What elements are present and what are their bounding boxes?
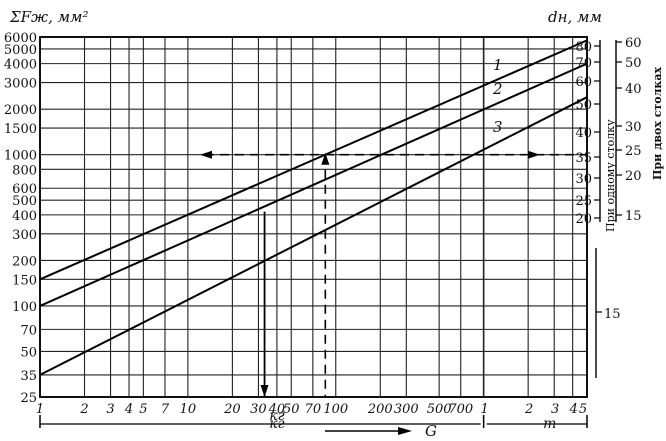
series-label-1: 1 [493, 56, 503, 74]
arrow-left-icon [200, 150, 212, 159]
x-kg-tick-label: 7 [161, 402, 170, 417]
x-kg-tick-label: 200 [367, 402, 393, 417]
x-kg-tick-label: 70 [305, 402, 322, 417]
right-one-rack-tick-label: 80 [575, 40, 592, 55]
right-two-racks-tick-label: 25 [625, 144, 642, 159]
x-kg-tick-label: 1 [36, 402, 44, 417]
right-one-rack-tick-label: 20 [575, 212, 592, 227]
plot-frame [39, 36, 588, 398]
y-tick-label: 4000 [4, 58, 37, 73]
x-kg-tick-label: 3 [106, 402, 114, 417]
x-axis-g-label: G [425, 422, 437, 440]
right-axis-title: dн, мм [548, 8, 602, 26]
y-tick-label: 6000 [4, 31, 37, 46]
right-two-racks-tick-label: 60 [625, 36, 642, 51]
arrow-right-icon [528, 150, 540, 159]
y-tick-label: 800 [12, 163, 37, 178]
x-t-tick-label: 5 [579, 402, 587, 417]
right-two-racks-tick-label: 20 [625, 169, 642, 184]
x-kg-tick-label: 30 [250, 402, 267, 417]
series-line-3 [39, 96, 588, 376]
y-tick-label: 1500 [4, 122, 37, 137]
arrow-down-icon [260, 385, 269, 397]
series-label-2: 2 [492, 80, 503, 98]
right-one-rack-tick-label: 40 [575, 126, 592, 141]
y-tick-label: 50 [20, 345, 37, 360]
y-tick-label: 5000 [4, 43, 37, 58]
x-unit-t: т [543, 416, 556, 432]
x-kg-tick-label: 2 [79, 402, 88, 417]
x-kg-tick-label: 50 [283, 402, 300, 417]
series-lines: 1 2 3 [39, 39, 588, 376]
x-kg-tick-label: 500 [427, 402, 452, 417]
y-tick-label: 200 [12, 254, 37, 269]
y-tick-label: 100 [12, 300, 37, 315]
y-tick-label: 400 [12, 209, 37, 224]
right-one-rack-title: При одному столку [604, 119, 617, 232]
x-kg-tick-label: 4 [124, 402, 133, 417]
y-tick-label: 500 [12, 194, 37, 209]
y-tick-label: 600 [12, 182, 37, 197]
x-kg-tick-label: 20 [223, 402, 241, 417]
g-arrow-icon [398, 427, 412, 435]
y-tick-label: 35 [20, 369, 37, 384]
x-unit-kg-bg: кг [269, 408, 284, 424]
y-tick-label: 300 [12, 228, 37, 243]
y-tick-label: 2000 [4, 103, 37, 118]
x-kg-tick-label: 700 [448, 402, 473, 417]
tick-labels: 2535507010015020030040050060080010001500… [4, 8, 664, 440]
right-one-rack-tick-label: 60 [575, 75, 592, 90]
right-extra-tick-label: 15 [604, 307, 621, 322]
y-tick-label: 70 [20, 323, 37, 338]
arrow-up-icon [321, 152, 330, 165]
x-kg-tick-label: 5 [139, 402, 147, 417]
x-t-tick-label: 1 [480, 402, 488, 417]
right-one-rack-tick-label: 70 [575, 56, 592, 71]
y-tick-label: 25 [20, 391, 37, 406]
right-two-racks-tick-label: 50 [625, 56, 642, 71]
series-line-2 [39, 62, 588, 307]
x-t-tick-label: 3 [551, 402, 559, 417]
y-tick-label: 1000 [4, 149, 37, 164]
grid [39, 36, 588, 398]
x-kg-tick-label: 10 [180, 402, 197, 417]
y-tick-label: 3000 [4, 77, 37, 92]
right-one-rack-tick-label: 25 [575, 194, 592, 209]
right-two-racks-tick-label: 40 [625, 82, 642, 97]
x-kg-tick-label: 300 [394, 402, 419, 417]
series-line-1 [39, 39, 588, 281]
plot-border [39, 36, 588, 398]
right-one-rack-tick-label: 35 [575, 151, 592, 166]
series-label-3: 3 [493, 118, 503, 136]
right-one-rack-tick-label: 50 [575, 98, 592, 113]
x-unit-kg: кг [269, 416, 284, 432]
x-t-tick-label: 2 [524, 402, 533, 417]
right-one-rack-tick-label: 30 [575, 172, 592, 187]
x-t-tick-label: 4 [569, 402, 578, 417]
y-tick-label: 150 [12, 273, 37, 288]
y-axis-title: ΣFж, мм² [9, 8, 89, 26]
right-two-racks-tick-label: 15 [625, 209, 642, 224]
annotations [200, 150, 587, 397]
x-kg-tick-label: 40 [268, 402, 286, 417]
right-two-racks-title: При двох столках [651, 67, 664, 180]
x-kg-tick-label: 100 [323, 402, 348, 417]
right-two-racks-tick-label: 30 [625, 120, 642, 135]
